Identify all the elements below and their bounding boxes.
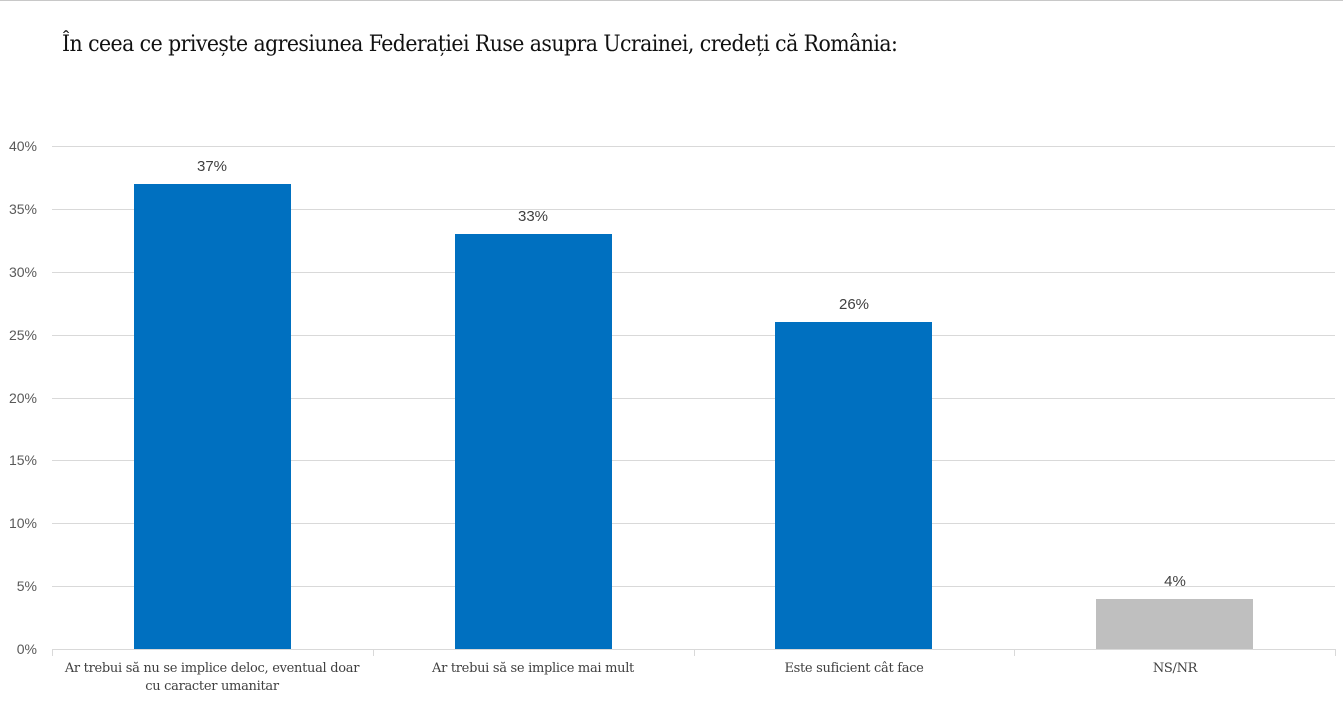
y-axis-tick-label: 30% xyxy=(8,264,37,280)
x-axis-tick xyxy=(373,649,374,656)
x-axis-line xyxy=(52,649,1335,650)
category-label-line: Ar trebui să se implice mai mult xyxy=(432,661,634,676)
data-label: 4% xyxy=(1164,573,1186,590)
x-axis-category-label: Ar trebui să se implice mai mult xyxy=(373,660,693,678)
gridline xyxy=(52,523,1335,524)
category-label-line: cu caracter umanitar xyxy=(145,679,279,694)
category-label-line: NS/NR xyxy=(1152,661,1198,676)
x-axis-tick xyxy=(694,649,695,656)
y-axis-tick-label: 25% xyxy=(8,327,37,343)
category-label-line: Este suficient cât face xyxy=(784,661,924,676)
y-axis-tick-label: 10% xyxy=(8,515,37,531)
bar-1[interactable] xyxy=(134,184,291,649)
data-label: 37% xyxy=(196,158,228,175)
x-axis-tick xyxy=(52,649,53,656)
x-axis-category-label: Ar trebui să nu se implice deloc, eventu… xyxy=(52,660,372,696)
chart-title: În ceea ce privește agresiunea Federație… xyxy=(62,32,898,57)
gridline xyxy=(52,398,1335,399)
bar-2[interactable] xyxy=(455,234,612,649)
category-label-line: Ar trebui să nu se implice deloc, eventu… xyxy=(64,661,360,676)
data-label: 33% xyxy=(517,208,549,225)
y-axis-tick-label: 20% xyxy=(8,390,37,406)
y-axis-tick-label: 0% xyxy=(16,641,37,657)
x-axis-tick xyxy=(1335,649,1336,656)
top-border xyxy=(0,0,1343,1)
gridline xyxy=(52,146,1335,147)
y-axis-tick-label: 5% xyxy=(16,578,37,594)
gridline xyxy=(52,209,1335,210)
y-axis-tick-label: 40% xyxy=(8,138,37,154)
y-axis-tick-label: 15% xyxy=(8,452,37,468)
gridline xyxy=(52,586,1335,587)
gridline xyxy=(52,335,1335,336)
x-axis-category-label: Este suficient cât face xyxy=(694,660,1014,678)
y-axis-tick-label: 35% xyxy=(8,201,37,217)
gridline xyxy=(52,272,1335,273)
gridline xyxy=(52,460,1335,461)
x-axis-category-label: NS/NR xyxy=(1015,660,1335,678)
bar-4[interactable] xyxy=(1096,599,1253,649)
bar-3[interactable] xyxy=(775,322,932,649)
x-axis-tick xyxy=(1014,649,1015,656)
data-label: 26% xyxy=(838,296,870,313)
